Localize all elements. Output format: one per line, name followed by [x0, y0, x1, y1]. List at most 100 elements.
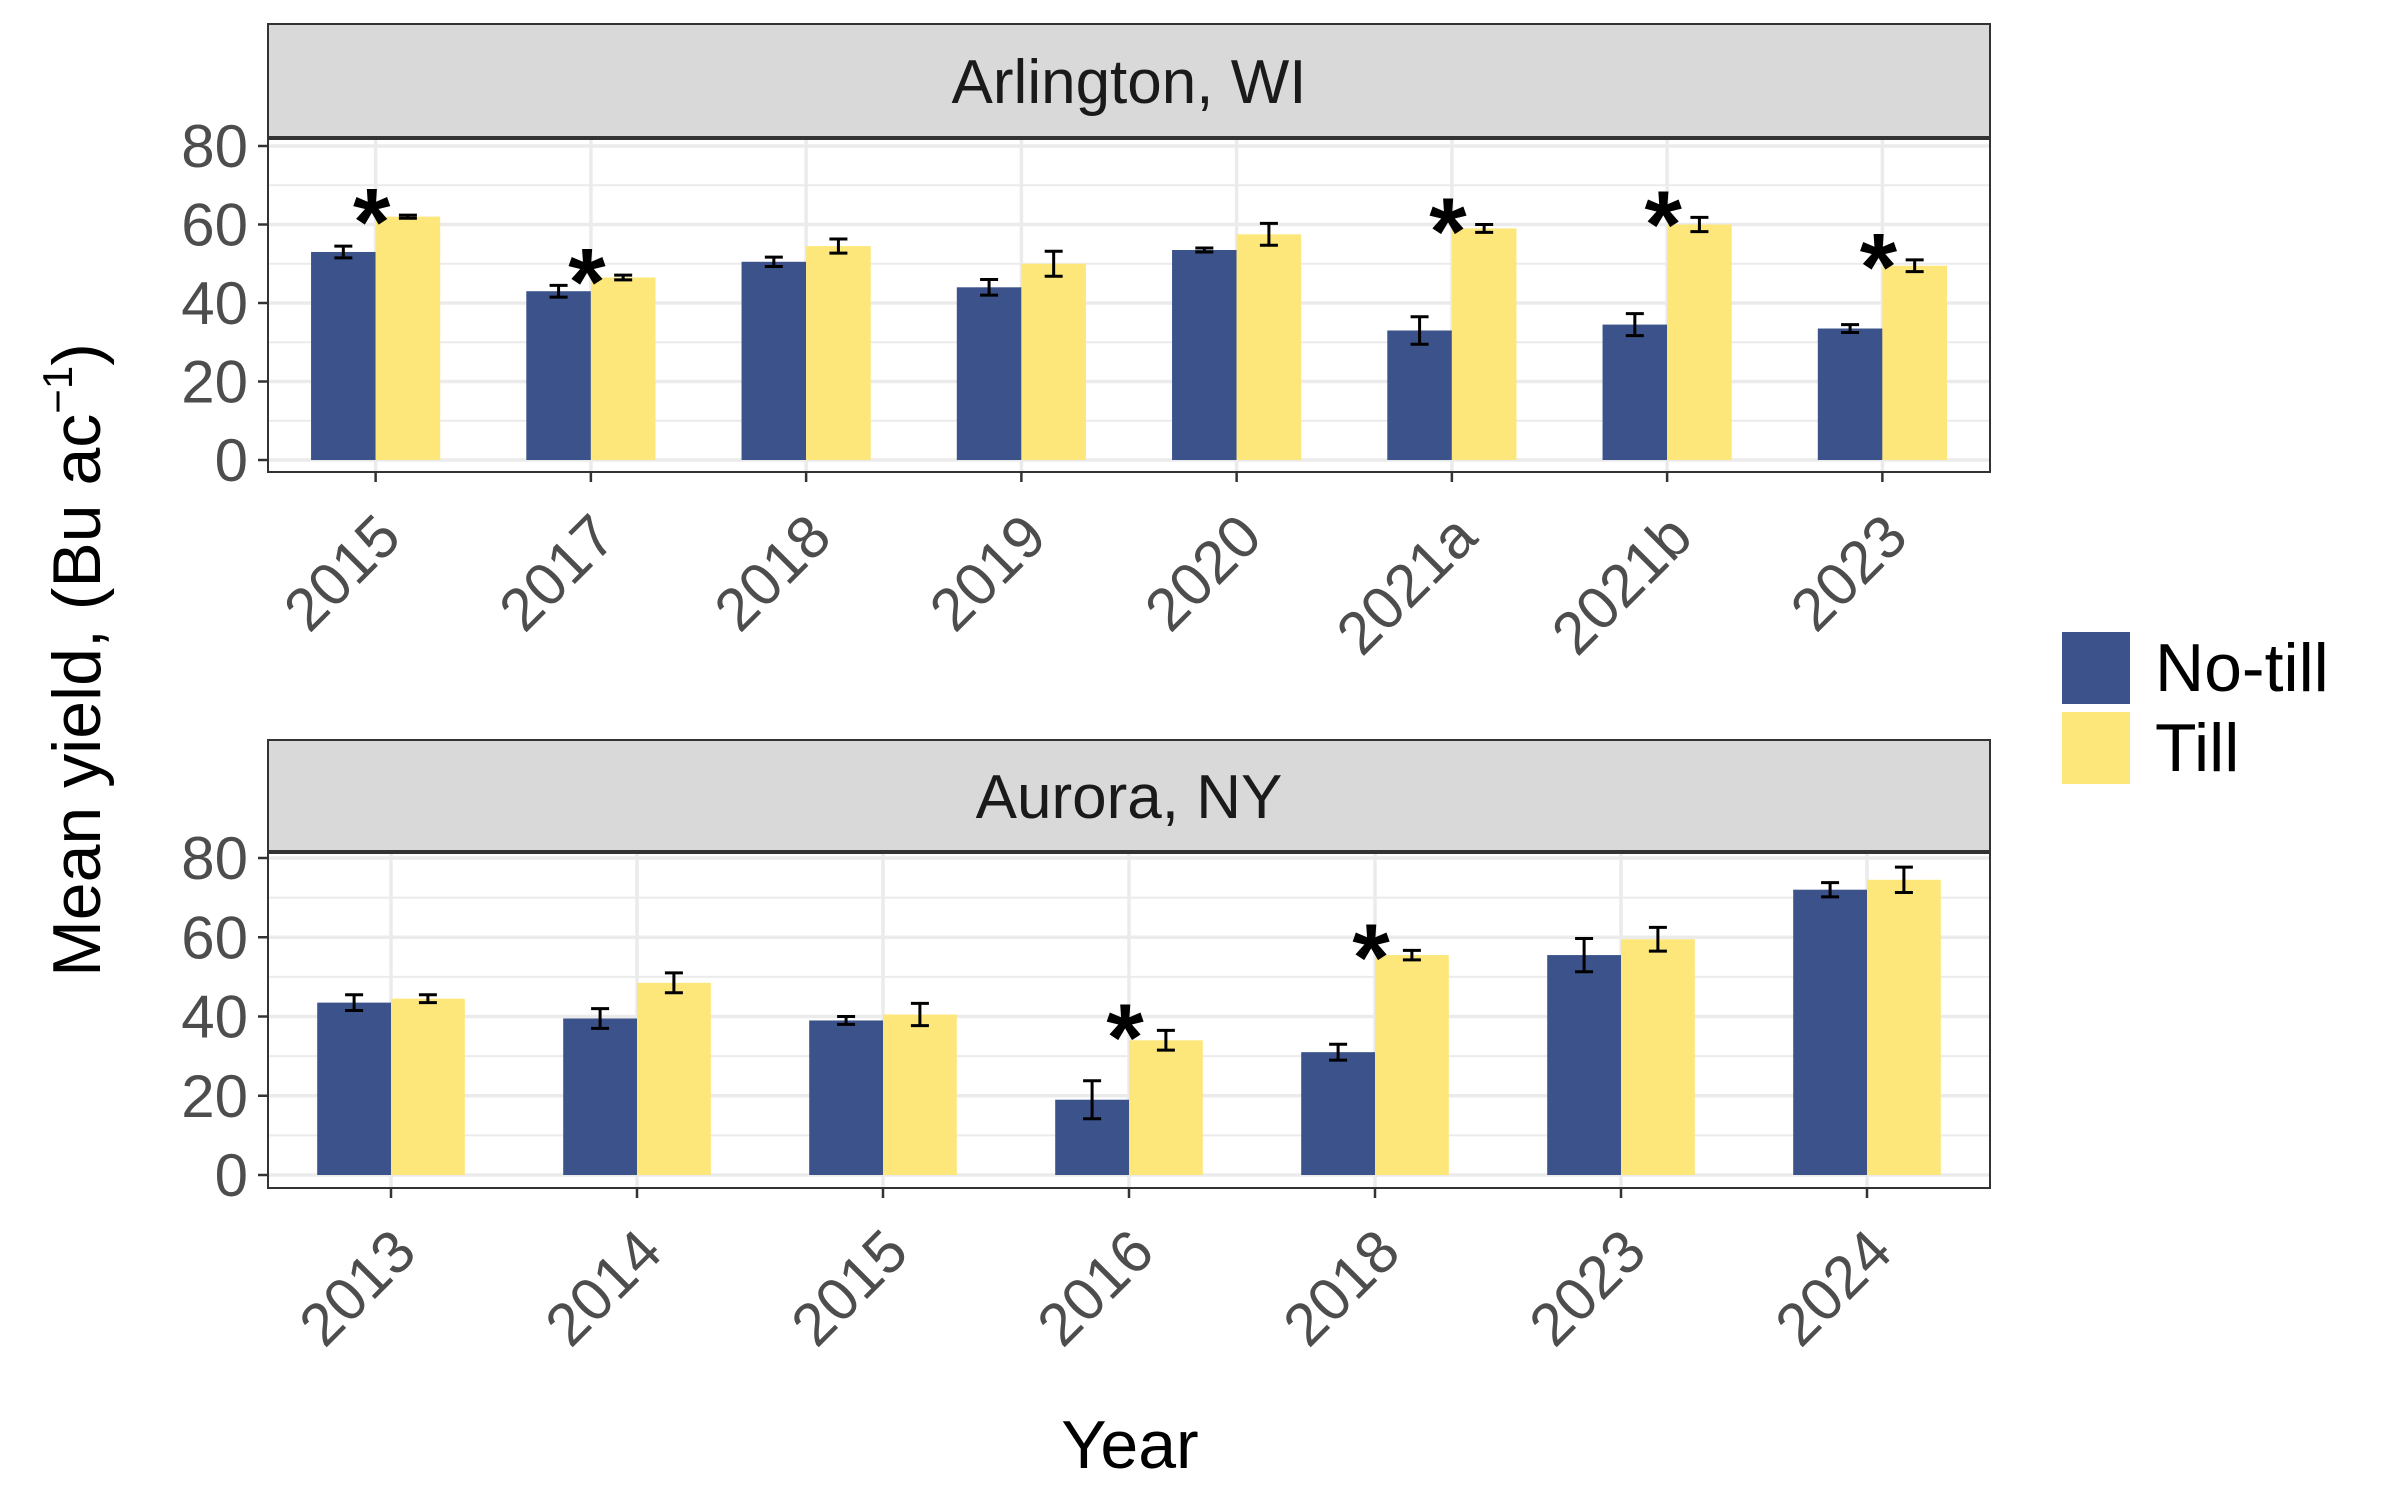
x-tick-label: 2015	[271, 502, 413, 644]
error-bar-no-till-2016	[1083, 1079, 1102, 1121]
bar-no-till-2018	[741, 261, 807, 460]
y-tick-label: 20	[181, 349, 248, 416]
x-tick-label: 2018	[702, 502, 844, 644]
significance-marker-2021b: *	[1644, 171, 1682, 278]
y-tick-label: 20	[181, 1063, 248, 1130]
bar-no-till-2021b	[1602, 324, 1668, 460]
bar-till-2014	[637, 982, 711, 1175]
bar-no-till-2021a	[1387, 330, 1452, 460]
error-bar-till-2023	[1905, 258, 1924, 274]
bar-no-till-2020	[1172, 250, 1237, 460]
bar-till-2023	[1882, 265, 1947, 460]
bar-no-till-2018	[1301, 1052, 1375, 1175]
y-axis-title-superscript: −1	[34, 366, 81, 414]
error-bar-no-till-2019	[980, 277, 999, 297]
error-bar-no-till-2021b	[1625, 312, 1644, 338]
y-tick-label: 0	[215, 427, 248, 494]
x-tick-label: 2013	[286, 1217, 428, 1359]
bar-till-2021a	[1451, 228, 1517, 460]
facet-strip	[267, 739, 1991, 853]
y-tick-label: 60	[181, 904, 248, 971]
panel-1: * * * * * Arlington, WI 0 20 40 60 80 2015 2017 2018 2…	[181, 23, 1991, 667]
error-bar-till-2020	[1259, 221, 1278, 247]
error-bar-till-2016	[1156, 1028, 1175, 1052]
y-tick-label: 40	[181, 270, 248, 337]
y-axis-title: Mean yield, (Bu ac−1)	[34, 343, 115, 977]
error-bar-no-till-2015	[837, 1015, 856, 1026]
x-tick-label: 2020	[1132, 502, 1274, 644]
x-tick-label: 2019	[917, 502, 1059, 644]
y-axis-title-close: )	[39, 343, 115, 366]
bar-no-till-2023	[1817, 328, 1883, 460]
significance-marker-2023: *	[1860, 214, 1898, 321]
error-bar-till-2018	[1402, 948, 1421, 962]
x-tick-label: 2016	[1024, 1217, 1166, 1359]
bar-till-2015	[375, 216, 441, 460]
error-bar-till-2021a	[1475, 223, 1494, 234]
significance-marker-2021a: *	[1429, 179, 1467, 286]
y-tick-label: 0	[215, 1142, 248, 1209]
x-tick-label: 2024	[1762, 1217, 1904, 1359]
bar-till-2018	[1375, 955, 1449, 1175]
x-tick-label: 2023	[1778, 502, 1920, 644]
significance-marker-2015: *	[353, 169, 391, 276]
facet-strip	[267, 23, 1991, 139]
x-tick-label: 2018	[1270, 1217, 1412, 1359]
y-tick-label: 80	[181, 113, 248, 180]
error-bar-till-2023	[1648, 925, 1667, 953]
bar-till-2020	[1236, 234, 1302, 460]
x-tick-label: 2021b	[1539, 502, 1704, 667]
bar-no-till-2019	[956, 287, 1022, 460]
chart-panels: * * * * * Arlington, WI 0 20 40 60 80 2015 2017 2018 2…	[181, 23, 1991, 1359]
significance-marker-2016: *	[1106, 984, 1144, 1091]
significance-marker-2018: *	[1352, 904, 1390, 1011]
x-tick-label: 2023	[1516, 1217, 1658, 1359]
error-bar-no-till-2014	[591, 1007, 610, 1030]
error-bar-no-till-2023	[1575, 936, 1594, 974]
facet-strip-label: Aurora, NY	[976, 763, 1283, 832]
bar-till-2023	[1621, 939, 1695, 1175]
error-bar-till-2019	[1044, 249, 1063, 278]
bar-till-2013	[391, 998, 465, 1175]
bar-till-2018	[806, 246, 871, 460]
bar-till-2016	[1129, 1040, 1203, 1175]
y-axis-title-main: Mean yield, (Bu ac	[39, 414, 115, 977]
error-bar-no-till-2018	[1329, 1042, 1348, 1062]
error-bar-till-2018	[829, 237, 848, 255]
bar-no-till-2013	[317, 1002, 391, 1175]
error-bar-no-till-2024	[1821, 881, 1840, 899]
error-bar-till-2024	[1894, 865, 1913, 894]
error-bar-no-till-2013	[345, 993, 364, 1013]
bar-no-till-2017	[526, 291, 591, 460]
bar-no-till-2015	[311, 251, 376, 460]
error-bar-no-till-2021a	[1410, 315, 1429, 346]
error-bar-till-2013	[418, 993, 437, 1005]
error-bar-till-2014	[664, 971, 683, 995]
legend-label-no-till: No-till	[2155, 630, 2329, 706]
error-bar-no-till-2017	[549, 283, 568, 299]
error-bar-no-till-2023	[1841, 323, 1860, 334]
error-bar-till-2015	[398, 213, 417, 220]
x-tick-label: 2014	[532, 1217, 674, 1359]
bar-till-2021b	[1667, 224, 1732, 460]
y-tick-label: 80	[181, 825, 248, 892]
bar-till-2024	[1867, 879, 1941, 1175]
bar-no-till-2023	[1547, 955, 1621, 1175]
error-bar-till-2017	[614, 273, 633, 282]
bar-no-till-2024	[1793, 889, 1867, 1175]
x-tick-label: 2015	[778, 1217, 920, 1359]
bar-till-2015	[883, 1014, 957, 1175]
x-tick-label: 2017	[486, 502, 628, 644]
y-tick-label: 40	[181, 984, 248, 1051]
y-tick-label: 60	[181, 192, 248, 259]
error-bar-till-2015	[910, 1001, 929, 1028]
bar-till-2017	[590, 277, 656, 460]
bar-till-2019	[1021, 263, 1086, 460]
legend-label-till: Till	[2155, 710, 2239, 786]
error-bar-no-till-2015	[334, 244, 353, 260]
panel-2: * * Aurora, NY 0 20 40 60 80 2013 2014 2015 2016 201…	[181, 739, 1991, 1359]
x-axis-title: Year	[1061, 1407, 1198, 1483]
bar-no-till-2014	[563, 1018, 637, 1175]
